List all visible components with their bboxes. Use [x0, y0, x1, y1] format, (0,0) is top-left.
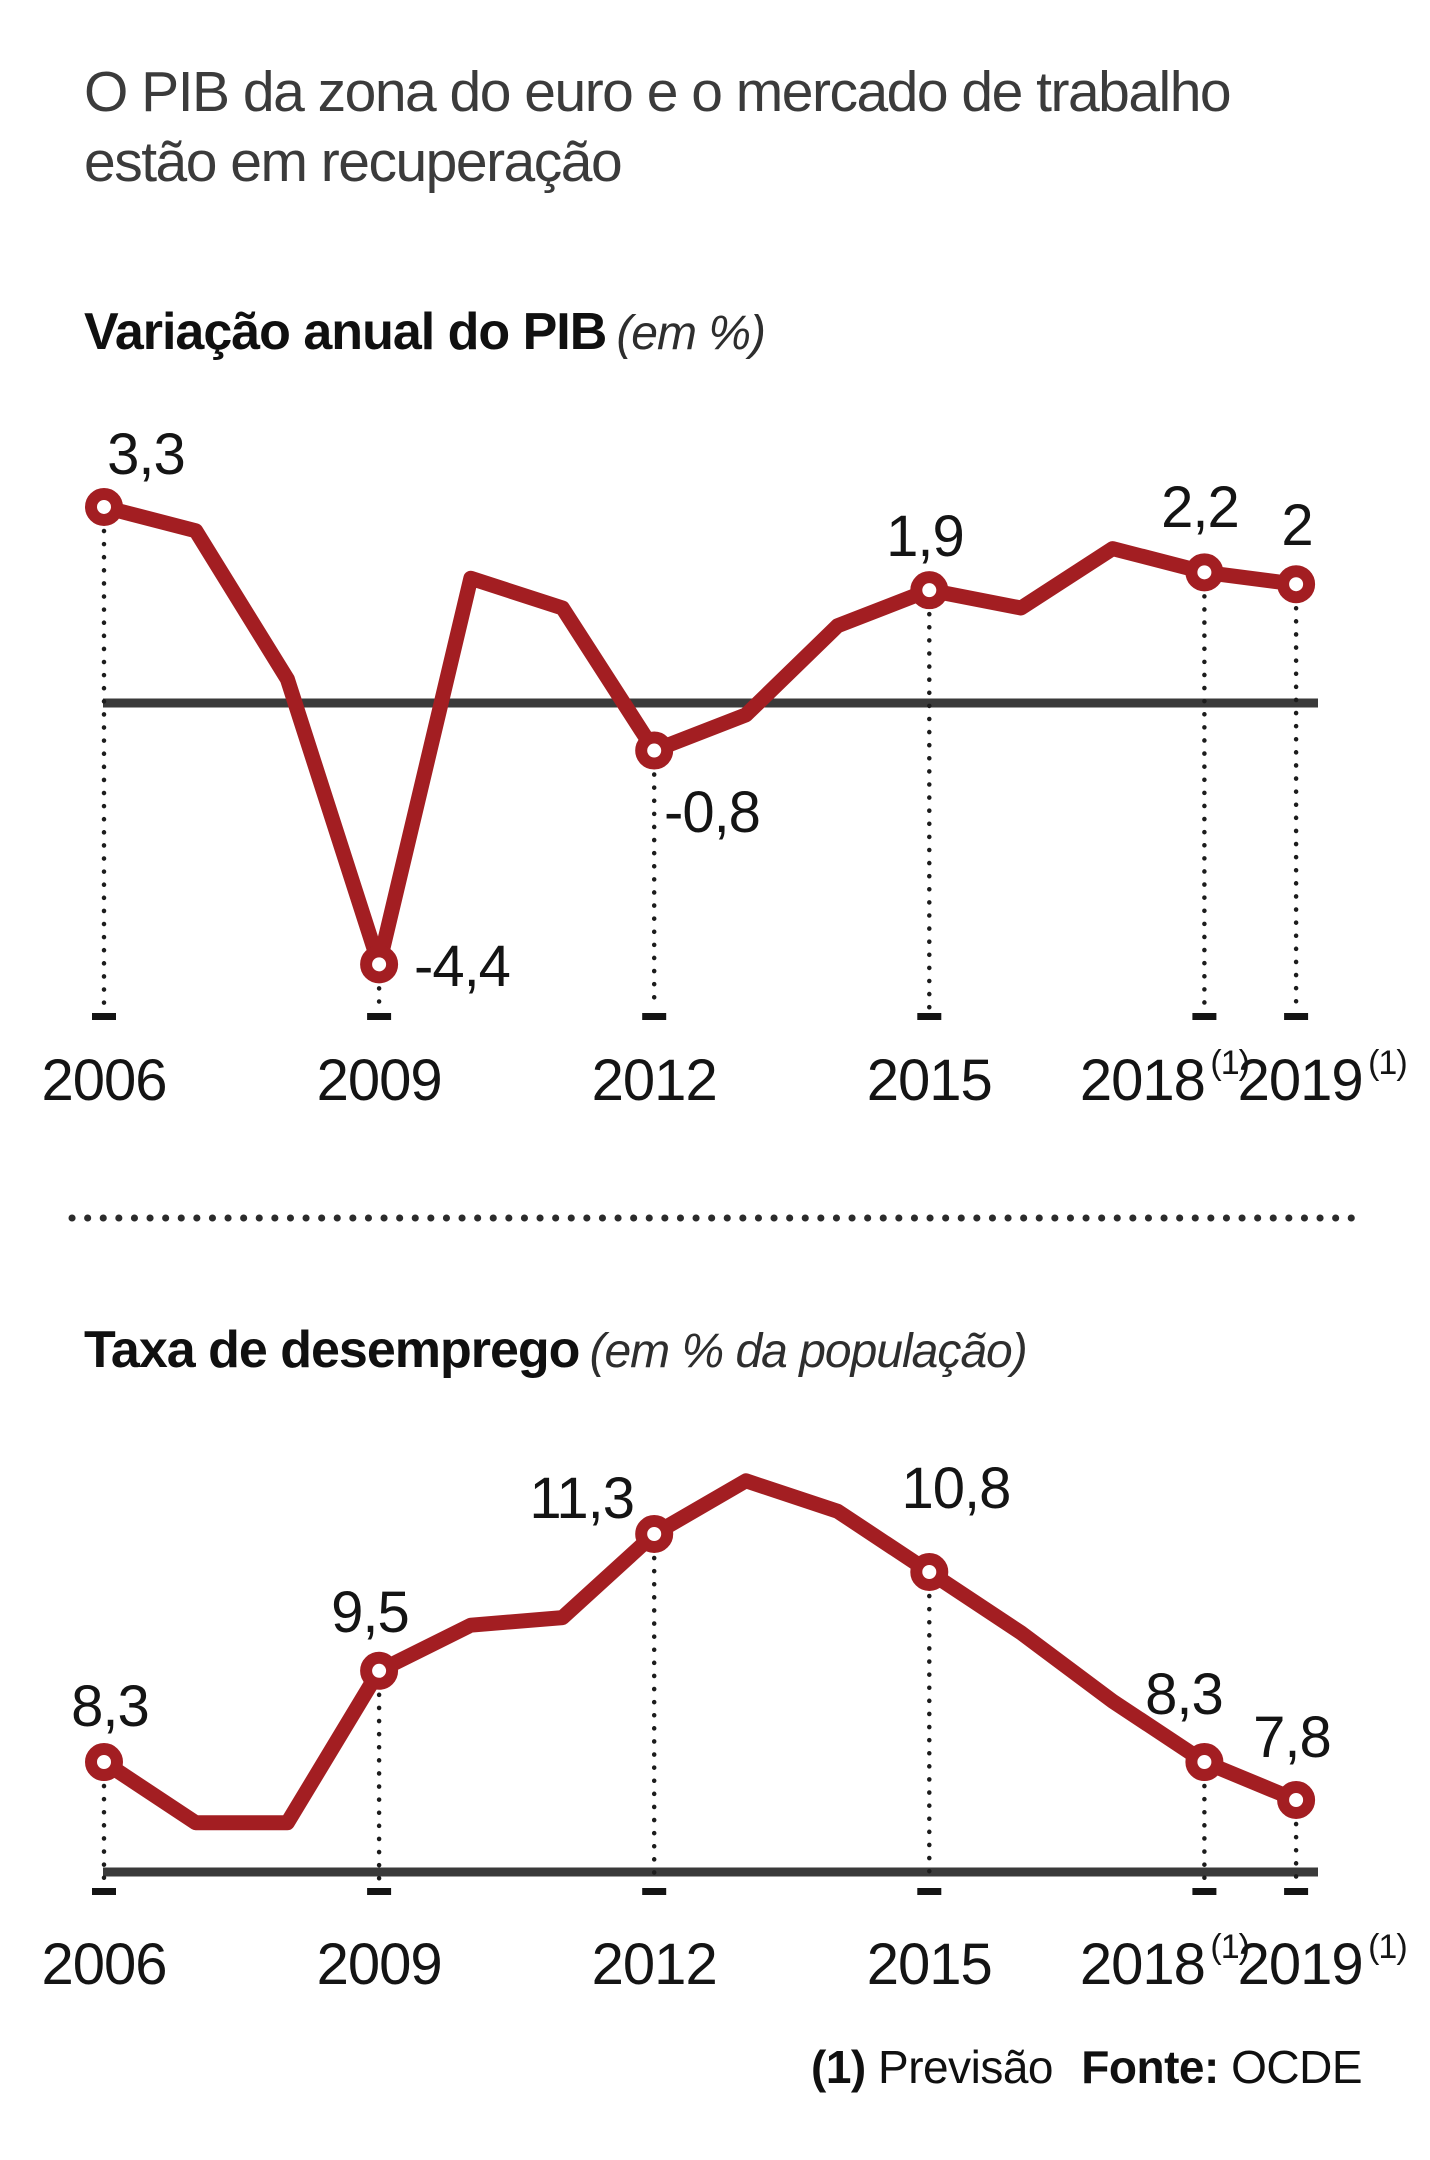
- gdp-line-chart: 2006 2009 2012 2015 2018 (1)2019 (1)3,3-4,4-0,…: [41, 422, 1407, 1113]
- year-label-2019: 2019: [1238, 1048, 1363, 1113]
- unemployment-chart-title: Taxa de desemprego (em % da população): [84, 1320, 1028, 1380]
- data-point-marker-2009: [360, 1651, 399, 1690]
- year-label-2018: 2018: [1080, 1932, 1205, 1997]
- value-label-2018: 2,2: [1161, 475, 1239, 540]
- x-tick-2018: [1192, 1888, 1217, 1895]
- unemployment-chart-title-text: Taxa de desemprego: [84, 1321, 580, 1379]
- data-point-marker-2009: [360, 945, 399, 984]
- x-tick-2012: [642, 1888, 667, 1895]
- gdp-chart-title: Variação anual do PIB (em %): [84, 302, 766, 362]
- data-point-marker-2015: [910, 1553, 949, 1591]
- x-tick-2006: [92, 1013, 116, 1020]
- page-title-line2: estão em recuperação: [84, 129, 623, 194]
- year-label-2012: 2012: [592, 1048, 717, 1113]
- unemployment-series-line: [96, 1473, 1304, 1831]
- value-label-2009: 9,5: [331, 1580, 409, 1645]
- year-label-2012: 2012: [592, 1932, 717, 1997]
- year-label-2009: 2009: [317, 1048, 442, 1113]
- page-title-line1: O PIB da zona do euro e o mercado de tra…: [84, 60, 1232, 124]
- value-label-2012: 11,3: [529, 1466, 634, 1531]
- value-label-2015: 10,8: [902, 1456, 1011, 1521]
- x-tick-2009: [367, 1888, 392, 1895]
- data-point-marker-2012: [635, 731, 674, 770]
- value-label-2019: 7,8: [1253, 1705, 1331, 1770]
- footnote-marker: (1): [811, 2041, 866, 2093]
- value-label-2006: 8,3: [71, 1674, 149, 1739]
- value-label-2015: 1,9: [886, 504, 964, 569]
- data-point-marker-2015: [910, 571, 949, 610]
- x-tick-2015: [917, 1888, 942, 1895]
- year-label-2019: 2019: [1238, 1932, 1363, 1997]
- x-tick-2015: [917, 1013, 942, 1020]
- data-point-marker-2019: [1277, 1781, 1316, 1819]
- data-point-marker-2019: [1277, 565, 1316, 604]
- x-tick-2006: [92, 1888, 116, 1895]
- footnote-text: Previsão: [878, 2041, 1054, 2093]
- x-tick-2019: [1284, 1888, 1309, 1895]
- data-point-marker-2006: [85, 1743, 123, 1781]
- year-label-2006: 2006: [41, 1932, 166, 1997]
- year-label-2015: 2015: [867, 1932, 992, 1997]
- gdp-chart-title-text: Variação anual do PIB: [84, 303, 607, 361]
- value-label-2012: -0,8: [664, 780, 760, 845]
- data-point-marker-2006: [85, 487, 123, 526]
- year-label-2009: 2009: [317, 1932, 442, 1997]
- year-label-2015: 2015: [867, 1048, 992, 1113]
- value-label-2018: 8,3: [1145, 1662, 1223, 1727]
- data-point-marker-2012: [635, 1515, 674, 1553]
- unemployment-line-chart: 2006 2009 2012 2015 2018 (1)2019 (1)8,39,511,3…: [41, 1456, 1407, 1997]
- footnote-source: (1) Previsão Fonte: OCDE: [811, 2040, 1362, 2094]
- year-label-2018: 2018: [1080, 1048, 1205, 1113]
- gdp-series-line: [96, 499, 1304, 972]
- page-title: O PIB da zona do euro e o mercado de tra…: [84, 58, 1344, 197]
- x-tick-2012: [642, 1013, 667, 1020]
- forecast-superscript-2018: (1): [1210, 1928, 1249, 1966]
- gdp-chart-unit-note: (em %): [616, 307, 766, 360]
- unemployment-chart-unit-note: (em % da população): [589, 1325, 1027, 1378]
- year-label-2006: 2006: [41, 1048, 166, 1113]
- forecast-superscript-2019: (1): [1368, 1928, 1407, 1966]
- data-point-marker-2018: [1185, 553, 1224, 592]
- forecast-superscript-2018: (1): [1210, 1044, 1249, 1082]
- source-value: OCDE: [1231, 2041, 1362, 2093]
- forecast-superscript-2019: (1): [1368, 1044, 1407, 1082]
- x-tick-2019: [1284, 1013, 1309, 1020]
- source-label: Fonte:: [1081, 2041, 1219, 2093]
- value-label-2009: -4,4: [414, 934, 510, 999]
- data-point-marker-2018: [1185, 1743, 1224, 1781]
- x-tick-2009: [367, 1013, 392, 1020]
- value-label-2006: 3,3: [107, 422, 185, 487]
- x-tick-2018: [1192, 1013, 1217, 1020]
- value-label-2019: 2: [1281, 493, 1312, 558]
